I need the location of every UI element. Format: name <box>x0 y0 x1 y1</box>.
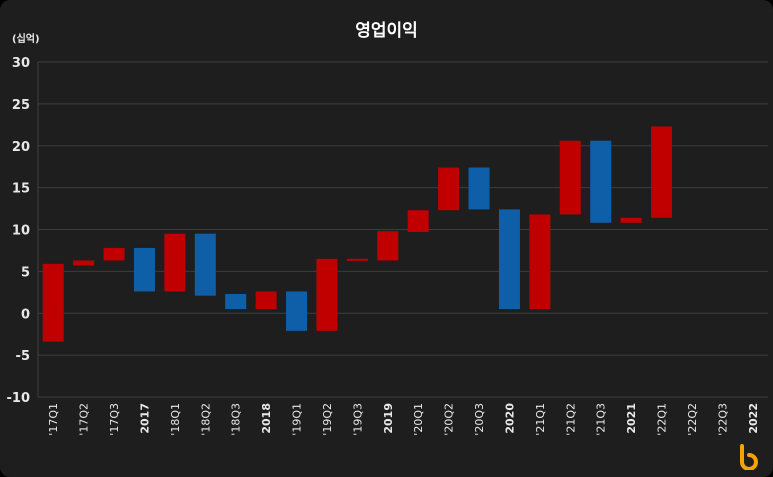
bar <box>498 209 520 310</box>
bar <box>407 210 429 233</box>
bar <box>225 293 247 310</box>
bar <box>316 258 338 331</box>
bar <box>590 140 612 223</box>
x-tick-label: '22Q2 <box>686 403 699 436</box>
x-tick-label: '17Q3 <box>108 403 121 436</box>
bar <box>559 140 581 215</box>
y-tick-label: 20 <box>12 140 30 155</box>
x-tick-label: 2020 <box>503 403 516 434</box>
chart-title: 영업이익 <box>355 21 418 41</box>
bar <box>468 167 490 210</box>
x-tick-label: '18Q3 <box>230 403 243 436</box>
x-axis-ticks: '17Q1 '17Q2 '17Q3 2017 '18Q1 '18Q2 '18Q3 2018 '1… <box>47 403 760 436</box>
x-tick-label: '20Q2 <box>443 403 456 436</box>
x-tick-label: '18Q2 <box>199 403 212 436</box>
x-tick-label: 2021 <box>625 403 638 434</box>
y-tick-label: 5 <box>21 265 30 280</box>
y-axis-ticks: 30 25 20 15 10 5 0 -5 -10 <box>7 56 31 406</box>
grid-lines <box>37 61 768 398</box>
b-logo-icon <box>740 444 758 470</box>
bar <box>346 258 368 261</box>
bar <box>286 291 308 331</box>
y-tick-label: -5 <box>16 349 30 364</box>
unit-label: (십억) <box>12 34 40 45</box>
x-tick-label: '20Q3 <box>473 403 486 436</box>
x-tick-label: '21Q2 <box>564 403 577 436</box>
bar <box>529 214 551 310</box>
x-tick-label: 2018 <box>260 403 273 434</box>
x-tick-label: 2022 <box>747 403 760 434</box>
x-tick-label: '21Q3 <box>595 403 608 436</box>
x-tick-label: '19Q1 <box>291 403 304 436</box>
x-tick-label: '22Q3 <box>716 403 729 436</box>
bar <box>438 167 460 211</box>
y-tick-label: 30 <box>12 56 30 71</box>
bar <box>194 233 216 296</box>
y-tick-label: 10 <box>12 224 30 239</box>
bar <box>377 231 399 261</box>
x-tick-label: '17Q1 <box>47 403 60 436</box>
x-tick-label: '21Q1 <box>534 403 547 436</box>
bar <box>255 291 277 310</box>
y-tick-label: 15 <box>12 182 30 197</box>
bar <box>651 126 673 218</box>
bar <box>73 260 95 266</box>
bars <box>42 126 673 342</box>
bar <box>620 217 642 223</box>
x-tick-label: '22Q1 <box>656 403 669 436</box>
bar <box>42 263 64 342</box>
x-tick-label: '17Q2 <box>78 403 91 436</box>
bar <box>164 233 186 292</box>
x-tick-label: '20Q1 <box>412 403 425 436</box>
x-tick-label: '18Q1 <box>169 403 182 436</box>
y-tick-label: 25 <box>12 98 30 113</box>
bar <box>133 247 155 292</box>
x-tick-label: 2019 <box>382 403 395 434</box>
y-tick-label: 0 <box>21 307 30 322</box>
x-tick-label: '19Q3 <box>351 403 364 436</box>
x-tick-label: 2017 <box>138 403 151 434</box>
x-tick-label: '19Q2 <box>321 403 334 436</box>
y-tick-label: -10 <box>7 391 31 406</box>
bar <box>103 247 125 261</box>
